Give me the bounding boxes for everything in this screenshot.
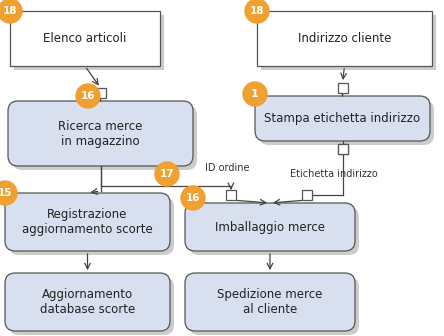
FancyBboxPatch shape [9,197,174,255]
Circle shape [155,162,179,186]
FancyBboxPatch shape [185,273,355,331]
Bar [337,83,348,93]
Text: 16: 16 [81,91,95,101]
Text: Stampa etichetta indirizzo: Stampa etichetta indirizzo [265,112,420,125]
Bar [226,190,236,200]
FancyBboxPatch shape [185,203,355,251]
Circle shape [181,186,205,210]
Text: Spedizione merce
al cliente: Spedizione merce al cliente [217,288,323,316]
Bar [10,11,160,66]
Circle shape [243,82,267,106]
Text: 15: 15 [0,188,12,198]
Circle shape [245,0,269,23]
Bar [14,15,164,70]
Text: 1: 1 [251,89,259,99]
Text: Registrazione
aggiornamento scorte: Registrazione aggiornamento scorte [22,208,153,236]
Bar [302,190,313,200]
Text: 17: 17 [160,169,174,179]
Bar [337,144,348,154]
FancyBboxPatch shape [189,207,359,255]
FancyBboxPatch shape [5,273,170,331]
Bar [337,144,348,154]
Text: Imballaggio merce: Imballaggio merce [215,220,325,234]
FancyBboxPatch shape [12,105,197,170]
Text: Aggiornamento
database scorte: Aggiornamento database scorte [40,288,135,316]
FancyBboxPatch shape [9,277,174,335]
Text: 18: 18 [3,6,17,16]
FancyBboxPatch shape [259,100,434,145]
Bar [95,88,106,98]
FancyBboxPatch shape [8,101,193,166]
Circle shape [0,0,22,23]
Text: ID ordine: ID ordine [205,163,250,173]
Text: Etichetta indirizzo: Etichetta indirizzo [290,169,378,179]
Text: Elenco articoli: Elenco articoli [44,32,127,45]
Text: Ricerca merce
in magazzino: Ricerca merce in magazzino [58,120,143,148]
FancyBboxPatch shape [5,193,170,251]
FancyBboxPatch shape [189,277,359,335]
Circle shape [0,181,17,205]
Circle shape [76,84,100,108]
Text: 16: 16 [186,193,200,203]
Text: Indirizzo cliente: Indirizzo cliente [298,32,391,45]
FancyBboxPatch shape [255,96,430,141]
Bar [261,15,436,70]
Bar [257,11,432,66]
Text: 18: 18 [250,6,264,16]
